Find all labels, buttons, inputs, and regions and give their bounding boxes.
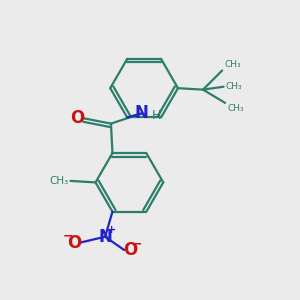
Text: CH₃: CH₃ — [224, 60, 241, 69]
Text: H: H — [151, 109, 161, 122]
Text: O: O — [70, 109, 85, 127]
Text: −: − — [62, 230, 73, 243]
Text: CH₃: CH₃ — [49, 176, 68, 186]
Text: CH₃: CH₃ — [227, 104, 244, 113]
Text: +: + — [107, 225, 116, 235]
Text: N: N — [98, 228, 112, 246]
Text: O: O — [67, 234, 81, 252]
Text: CH₃: CH₃ — [226, 82, 243, 91]
Text: −: − — [131, 237, 142, 250]
Text: N: N — [135, 104, 149, 122]
Text: O: O — [123, 241, 137, 259]
